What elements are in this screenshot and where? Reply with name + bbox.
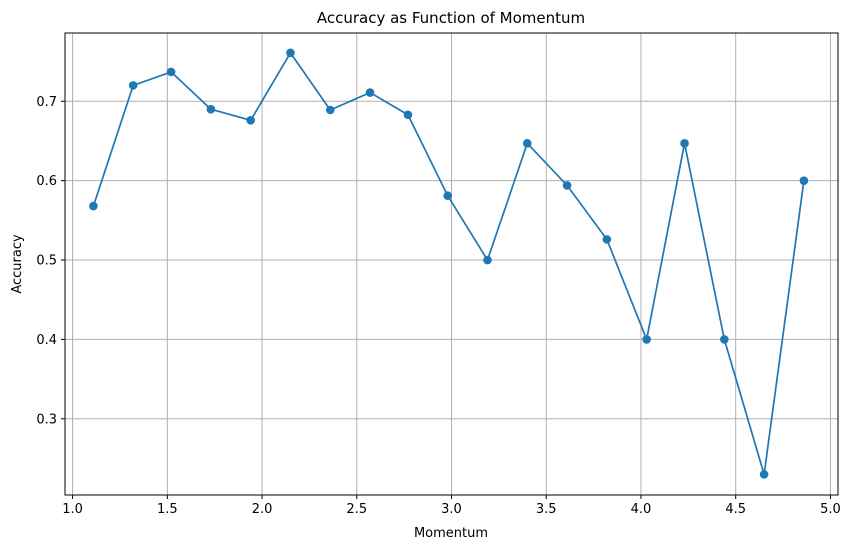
y-tick-label: 0.3 — [36, 412, 57, 427]
data-point — [522, 139, 532, 148]
x-axis-label: Momentum — [414, 526, 488, 541]
x-tick-label: 3.0 — [441, 502, 462, 517]
data-point — [602, 235, 612, 244]
data-point — [325, 105, 335, 115]
y-tick-label: 0.4 — [36, 333, 57, 348]
data-point — [799, 176, 809, 185]
x-tick-label: 4.0 — [631, 502, 652, 517]
x-tick-label: 2.5 — [346, 502, 367, 517]
data-point — [166, 67, 176, 77]
data-point — [720, 335, 729, 344]
y-axis-label: Accuracy — [10, 234, 25, 294]
x-tick-label: 1.5 — [157, 502, 178, 517]
data-point — [128, 81, 138, 90]
data-point — [562, 181, 572, 190]
y-tick-label: 0.7 — [36, 95, 57, 110]
data-point — [680, 139, 689, 148]
data-point — [206, 104, 216, 114]
x-tick-label: 4.5 — [725, 502, 746, 517]
x-tick-label: 1.0 — [62, 502, 83, 517]
series-line-layer — [89, 48, 809, 479]
y-tick-label: 0.6 — [36, 174, 57, 189]
data-point — [759, 470, 769, 479]
axis-ticks: 1.0 1.5 2.0 2.5 3.0 3.5 4.0 4.5 5.0 0.3 0.4 0.5 0.6 0… — [36, 95, 840, 517]
data-point — [246, 116, 255, 125]
chart-title: Accuracy as Function of Momentum — [317, 9, 585, 27]
data-point — [89, 201, 98, 211]
data-point — [642, 335, 651, 344]
grid — [65, 33, 838, 495]
data-point — [443, 191, 453, 201]
data-point — [403, 110, 413, 120]
x-tick-label: 3.5 — [536, 502, 557, 517]
data-point — [365, 88, 375, 97]
data-point — [286, 48, 295, 58]
x-tick-label: 2.0 — [252, 502, 273, 517]
data-point — [483, 255, 492, 265]
y-tick-label: 0.5 — [36, 254, 57, 269]
x-tick-label: 5.0 — [820, 502, 841, 517]
